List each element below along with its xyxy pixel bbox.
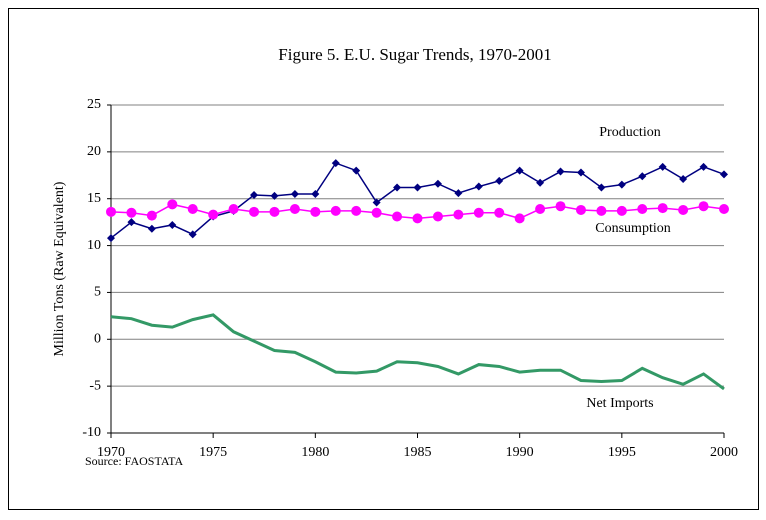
data-point (147, 224, 156, 233)
data-point (310, 206, 321, 217)
data-point (311, 190, 320, 199)
data-point (331, 159, 340, 168)
data-point (188, 230, 197, 239)
chart-title: Figure 5. E.U. Sugar Trends, 1970-2001 (278, 45, 551, 64)
data-point (289, 204, 300, 215)
data-point (270, 191, 279, 200)
x-tick-label: 1990 (506, 445, 534, 460)
data-point (616, 205, 627, 216)
data-point (514, 213, 525, 224)
data-point (575, 204, 586, 215)
data-point (126, 207, 137, 218)
data-point (535, 204, 546, 215)
y-axis-label: Million Tons (Raw Equivalent) (52, 181, 67, 356)
data-point (536, 178, 545, 187)
x-tick-label: 1970 (97, 445, 125, 460)
data-point (597, 183, 606, 192)
data-point (576, 168, 585, 177)
data-point (412, 213, 423, 224)
data-point (352, 166, 361, 175)
series-label: Net Imports (586, 396, 653, 411)
y-tick-label: 10 (87, 238, 101, 253)
data-point (167, 199, 178, 210)
data-point (432, 211, 443, 222)
source-note: Source: FAOSTATA (85, 454, 184, 468)
data-point (127, 218, 136, 227)
y-tick-label: 0 (94, 332, 101, 347)
data-point (106, 206, 116, 217)
data-point (371, 207, 382, 218)
data-point (249, 206, 260, 217)
data-point (555, 201, 566, 212)
y-tick-label: -10 (82, 425, 101, 440)
data-point (392, 211, 403, 222)
data-point (494, 207, 505, 218)
data-point (473, 207, 484, 218)
y-tick-label: 20 (87, 144, 101, 159)
data-point (719, 204, 729, 215)
data-point (250, 190, 259, 199)
data-point (698, 201, 709, 212)
data-point (453, 209, 464, 220)
series-label: Production (599, 125, 660, 140)
y-tick-label: 25 (87, 97, 101, 112)
data-point (393, 183, 402, 192)
data-point (146, 210, 157, 221)
data-point (474, 182, 483, 191)
data-point (208, 209, 219, 220)
data-point (638, 172, 647, 181)
chart-frame (8, 8, 759, 510)
data-point (413, 183, 422, 192)
data-point (679, 175, 688, 184)
data-point (596, 205, 607, 216)
y-tick-label: 15 (87, 191, 101, 206)
data-point (556, 167, 565, 176)
x-tick-label: 1985 (404, 445, 432, 460)
data-point (495, 176, 504, 185)
data-point (454, 189, 463, 198)
x-tick-label: 2000 (710, 445, 738, 460)
data-point (168, 220, 177, 229)
data-point (269, 206, 280, 217)
data-point (228, 204, 239, 215)
data-point (637, 204, 648, 215)
y-tick-label: 5 (94, 285, 101, 300)
x-tick-label: 1975 (199, 445, 227, 460)
y-tick-label: -5 (89, 378, 101, 393)
data-point (187, 204, 198, 215)
series-label: Consumption (595, 221, 670, 236)
data-point (658, 162, 667, 171)
data-point (720, 170, 728, 179)
data-point (330, 205, 341, 216)
series-line (110, 313, 725, 391)
data-point (657, 203, 668, 214)
data-point (515, 166, 524, 175)
x-tick-label: 1980 (301, 445, 329, 460)
data-point (433, 179, 442, 188)
data-point (617, 180, 626, 189)
data-point (290, 190, 299, 199)
data-point (107, 234, 115, 243)
x-tick-label: 1995 (608, 445, 636, 460)
data-point (372, 198, 381, 207)
data-point (699, 162, 708, 171)
data-point (351, 205, 362, 216)
data-point (678, 204, 689, 215)
